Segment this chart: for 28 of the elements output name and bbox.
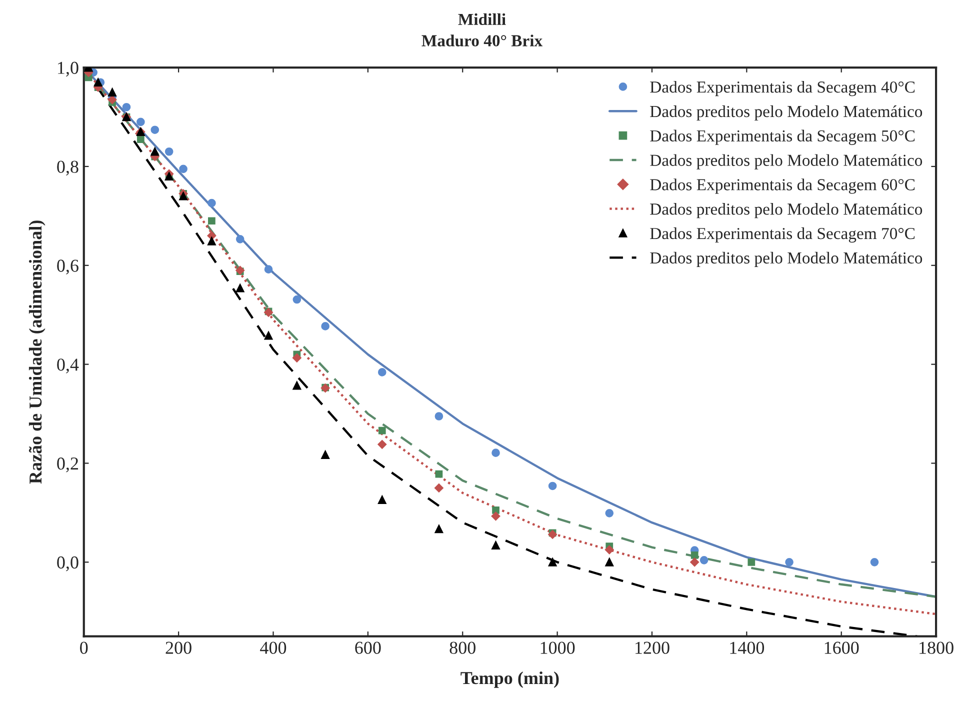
y-tick-label: 0,6 <box>57 260 78 274</box>
y-axis-title: Razão de Umidade (adimensional) <box>28 220 46 484</box>
x-tick-label: 1200 <box>636 642 670 654</box>
legend-label: Dados Experimentais da Secagem 60°C <box>650 178 915 194</box>
legend-label: Dados preditos pelo Modelo Matemático <box>650 105 922 121</box>
x-tick-label: 600 <box>355 642 381 654</box>
y-tick-label: 1,0 <box>58 62 78 77</box>
y-tick-label: 0,4 <box>57 358 79 374</box>
x-tick-label: 200 <box>166 642 192 654</box>
x-tick-label: 0 <box>80 642 88 654</box>
x-tick-label: 1600 <box>824 642 859 654</box>
x-tick-label: 1800 <box>920 642 954 654</box>
chart-title: Midilli <box>458 13 506 26</box>
legend-label: Dados preditos pelo Modelo Matemático <box>650 203 922 218</box>
y-tick-label: 0,0 <box>57 556 78 572</box>
legend-label: Dados preditos pelo Modelo Matemático <box>650 154 922 170</box>
legend-label: Dados preditos pelo Modelo Matemático <box>650 252 922 267</box>
x-tick-label: 400 <box>260 642 286 654</box>
legend-label: Dados Experimentais da Secagem 50°C <box>650 130 915 145</box>
x-axis-title: Tempo (min) <box>460 671 559 688</box>
legend-label: Dados Experimentais da Secagem 70°C <box>650 227 915 243</box>
x-tick-label: 1400 <box>730 642 764 654</box>
legend-label: Dados Experimentais da Secagem 40°C <box>650 80 915 96</box>
y-tick-label: 0,2 <box>57 457 78 472</box>
chart-subtitle: Maduro 40° Brix <box>422 34 543 46</box>
y-tick-label: 0,8 <box>57 160 78 176</box>
x-tick-label: 800 <box>450 642 476 654</box>
x-tick-label: 1000 <box>540 642 575 654</box>
